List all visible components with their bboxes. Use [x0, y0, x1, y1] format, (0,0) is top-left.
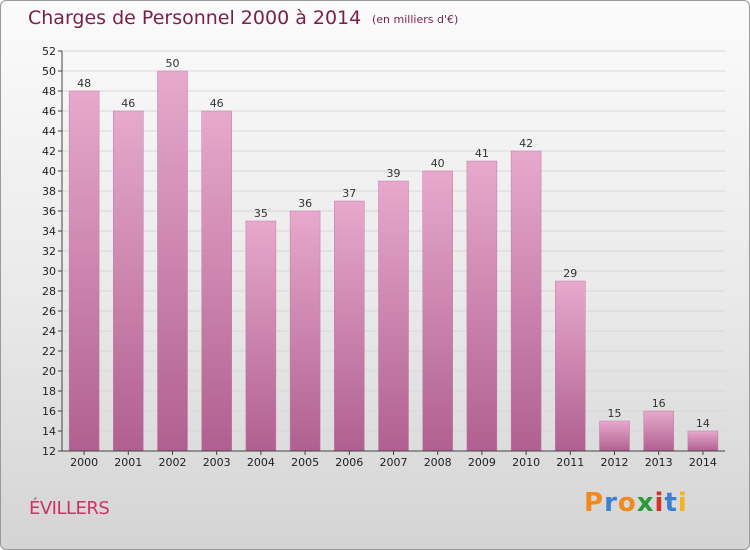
- x-tick-label: 2009: [468, 456, 496, 469]
- data-label: 14: [696, 417, 710, 430]
- x-tick-label: 2005: [291, 456, 319, 469]
- x-tick-label: 2010: [512, 456, 540, 469]
- y-tick-label: 50: [42, 65, 56, 78]
- bar: [289, 210, 321, 452]
- bar: [245, 220, 277, 452]
- y-tick-label: 30: [42, 265, 56, 278]
- y-tick-label: 38: [42, 185, 56, 198]
- y-tick-label: 34: [42, 225, 56, 238]
- bar: [201, 110, 232, 452]
- y-tick-label: 28: [42, 285, 56, 298]
- data-label: 37: [342, 187, 356, 200]
- bar: [378, 180, 409, 452]
- x-axis: 2000 2001 2002 2003 2004 2005 2006 2007 2008 2009…: [62, 450, 725, 469]
- x-tick-label: 2008: [424, 456, 452, 469]
- y-tick-label: 44: [42, 125, 56, 138]
- logo-letter: x: [636, 488, 655, 518]
- chart-subtitle: (en milliers d'€): [372, 13, 459, 26]
- data-label: 50: [166, 57, 180, 70]
- y-tick-label: 18: [42, 385, 56, 398]
- bar: [599, 420, 630, 452]
- bar: [334, 200, 365, 452]
- logo-letter: r: [604, 488, 618, 518]
- y-tick-label: 48: [42, 85, 56, 98]
- y-tick-label: 24: [42, 325, 56, 338]
- bar: [157, 70, 188, 452]
- y-tick-label: 12: [42, 445, 56, 458]
- data-label: 15: [608, 407, 622, 420]
- bar: [113, 110, 144, 452]
- x-tick-label: 2007: [380, 456, 408, 469]
- bar: [510, 150, 542, 452]
- y-tick-label: 52: [42, 45, 56, 58]
- logo-letter: i: [677, 488, 688, 518]
- bar: [68, 90, 100, 452]
- logo-letter: t: [664, 488, 678, 518]
- y-tick-label: 20: [42, 365, 56, 378]
- x-tick-label: 2001: [114, 456, 142, 469]
- data-label: 29: [563, 267, 577, 280]
- bar: [466, 160, 498, 452]
- data-label: 46: [121, 97, 135, 110]
- logo-letter: i: [654, 488, 665, 518]
- bar: [643, 410, 674, 452]
- y-tick-label: 26: [42, 305, 56, 318]
- y-axis: 12 14 16 18 20 22 24 26 28 30 32 34 36 38 40 42 44 46 48 50…: [42, 45, 63, 458]
- x-tick-label: 2004: [247, 456, 275, 469]
- proxiti-logo: Proxiti: [584, 488, 688, 518]
- y-tick-label: 46: [42, 105, 56, 118]
- y-tick-label: 22: [42, 345, 56, 358]
- data-label: 42: [519, 137, 533, 150]
- x-tick-label: 2006: [335, 456, 363, 469]
- x-tick-label: 2002: [159, 456, 187, 469]
- data-label: 35: [254, 207, 268, 220]
- y-tick-label: 42: [42, 145, 56, 158]
- y-tick-label: 36: [42, 205, 56, 218]
- logo-letter: o: [617, 488, 637, 518]
- data-label: 40: [431, 157, 445, 170]
- chart-title: Charges de Personnel 2000 à 2014: [28, 7, 362, 29]
- data-label: 46: [210, 97, 224, 110]
- y-tick-label: 32: [42, 245, 56, 258]
- bar: [555, 280, 586, 452]
- x-tick-label: 2003: [203, 456, 231, 469]
- y-tick-label: 14: [42, 425, 56, 438]
- y-tick-label: 40: [42, 165, 56, 178]
- x-tick-label: 2014: [689, 456, 717, 469]
- x-tick-label: 2012: [601, 456, 629, 469]
- data-label: 36: [298, 197, 312, 210]
- value-labels: 48 46 50 46 35 36 37 39 40 41 42 29 15 16 14: [77, 57, 710, 430]
- bar: [687, 430, 719, 452]
- y-tick-label: 16: [42, 405, 56, 418]
- x-tick-label: 2011: [556, 456, 584, 469]
- bar: [422, 170, 453, 452]
- x-tick-label: 2013: [645, 456, 673, 469]
- data-label: 41: [475, 147, 489, 160]
- x-tick-label: 2000: [70, 456, 98, 469]
- bars: [68, 70, 719, 452]
- data-label: 39: [387, 167, 401, 180]
- data-label: 48: [77, 77, 91, 90]
- logo-letter: P: [584, 488, 605, 518]
- data-label: 16: [652, 397, 666, 410]
- location-label: ÉVILLERS: [29, 498, 110, 519]
